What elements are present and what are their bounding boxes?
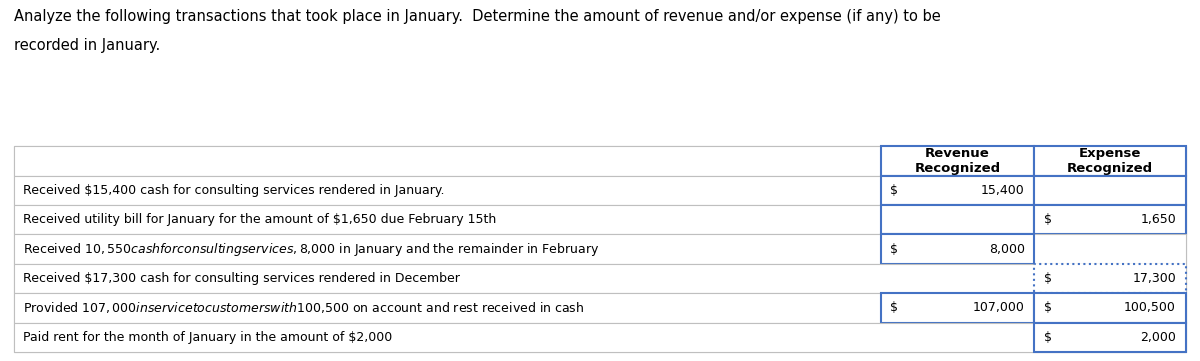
Text: Received $17,300 cash for consulting services rendered in December: Received $17,300 cash for consulting ser… bbox=[23, 272, 460, 285]
Text: Provided $107,000 in service to customers with $100,500 on account and rest rece: Provided $107,000 in service to customer… bbox=[23, 300, 584, 316]
Text: 15,400: 15,400 bbox=[982, 184, 1025, 197]
Text: Received $10,550 cash for consulting services, $8,000 in January and the remaind: Received $10,550 cash for consulting ser… bbox=[23, 240, 599, 258]
Text: $: $ bbox=[890, 301, 899, 314]
Text: Received $15,400 cash for consulting services rendered in January.: Received $15,400 cash for consulting ser… bbox=[23, 184, 444, 197]
Text: 100,500: 100,500 bbox=[1124, 301, 1176, 314]
Text: 1,650: 1,650 bbox=[1140, 213, 1176, 226]
Text: $: $ bbox=[1044, 213, 1052, 226]
Text: Revenue
Recognized: Revenue Recognized bbox=[914, 147, 1001, 175]
Text: 8,000: 8,000 bbox=[989, 243, 1025, 256]
Text: recorded in January.: recorded in January. bbox=[14, 38, 161, 53]
Text: $: $ bbox=[1044, 331, 1052, 344]
Text: $: $ bbox=[1044, 272, 1052, 285]
Text: Expense
Recognized: Expense Recognized bbox=[1067, 147, 1153, 175]
Text: 2,000: 2,000 bbox=[1140, 331, 1176, 344]
Text: 107,000: 107,000 bbox=[973, 301, 1025, 314]
Text: Paid rent for the month of January in the amount of $2,000: Paid rent for the month of January in th… bbox=[23, 331, 392, 344]
Text: $: $ bbox=[1044, 301, 1052, 314]
Text: Received utility bill for January for the amount of $1,650 due February 15th: Received utility bill for January for th… bbox=[23, 213, 496, 226]
Text: 17,300: 17,300 bbox=[1133, 272, 1176, 285]
Text: $: $ bbox=[890, 184, 899, 197]
Text: $: $ bbox=[890, 243, 899, 256]
Text: Analyze the following transactions that took place in January.  Determine the am: Analyze the following transactions that … bbox=[14, 9, 941, 24]
